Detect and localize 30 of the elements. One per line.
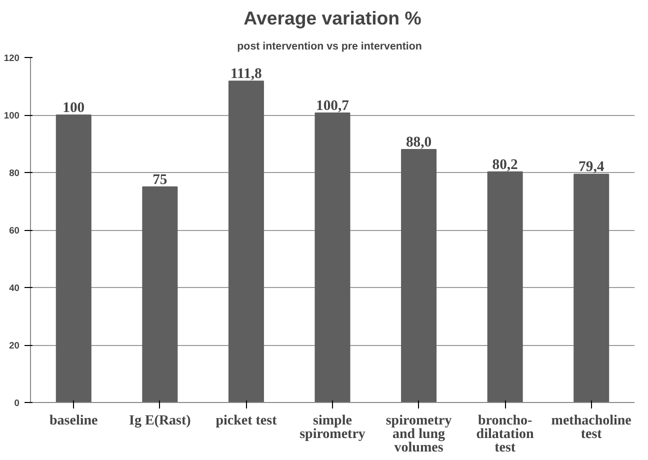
- data-label: 100: [62, 100, 85, 116]
- chart-subtitle: post intervention vs pre intervention: [237, 40, 422, 52]
- y-tick-label: 40: [9, 283, 20, 293]
- chart-title: Average variation %: [244, 8, 422, 28]
- bar: [142, 186, 178, 402]
- y-tick-label: 20: [9, 340, 20, 350]
- data-label: 100,7: [316, 98, 349, 114]
- x-tick-label: methacholine test: [551, 414, 632, 442]
- data-label: 111,8: [230, 66, 262, 82]
- bar: [314, 112, 350, 402]
- y-tick-label: 60: [9, 226, 20, 236]
- y-tick-label: 120: [4, 53, 20, 63]
- bar: [487, 171, 523, 402]
- bar: [574, 174, 610, 402]
- bar: [56, 114, 92, 402]
- bar: [228, 80, 264, 402]
- y-tick-label: 80: [9, 168, 20, 178]
- x-tick-label: picket test: [216, 414, 278, 428]
- bar: [401, 149, 437, 402]
- y-tick-label: 100: [4, 110, 20, 120]
- data-label: 80,2: [492, 156, 518, 173]
- data-label: 79,4: [578, 159, 605, 176]
- data-label: 75: [152, 172, 168, 188]
- x-tick-label: simple spirometry: [300, 414, 366, 442]
- x-tick-label: spirometry and lung volumes: [386, 414, 452, 456]
- data-label: 88,0: [406, 134, 432, 150]
- y-tick-label: 0: [14, 398, 20, 408]
- x-tick-label: Ig E(Rast): [129, 414, 192, 428]
- x-tick-label: baseline: [50, 414, 98, 428]
- x-tick-label: broncho- dilatation test: [476, 414, 534, 456]
